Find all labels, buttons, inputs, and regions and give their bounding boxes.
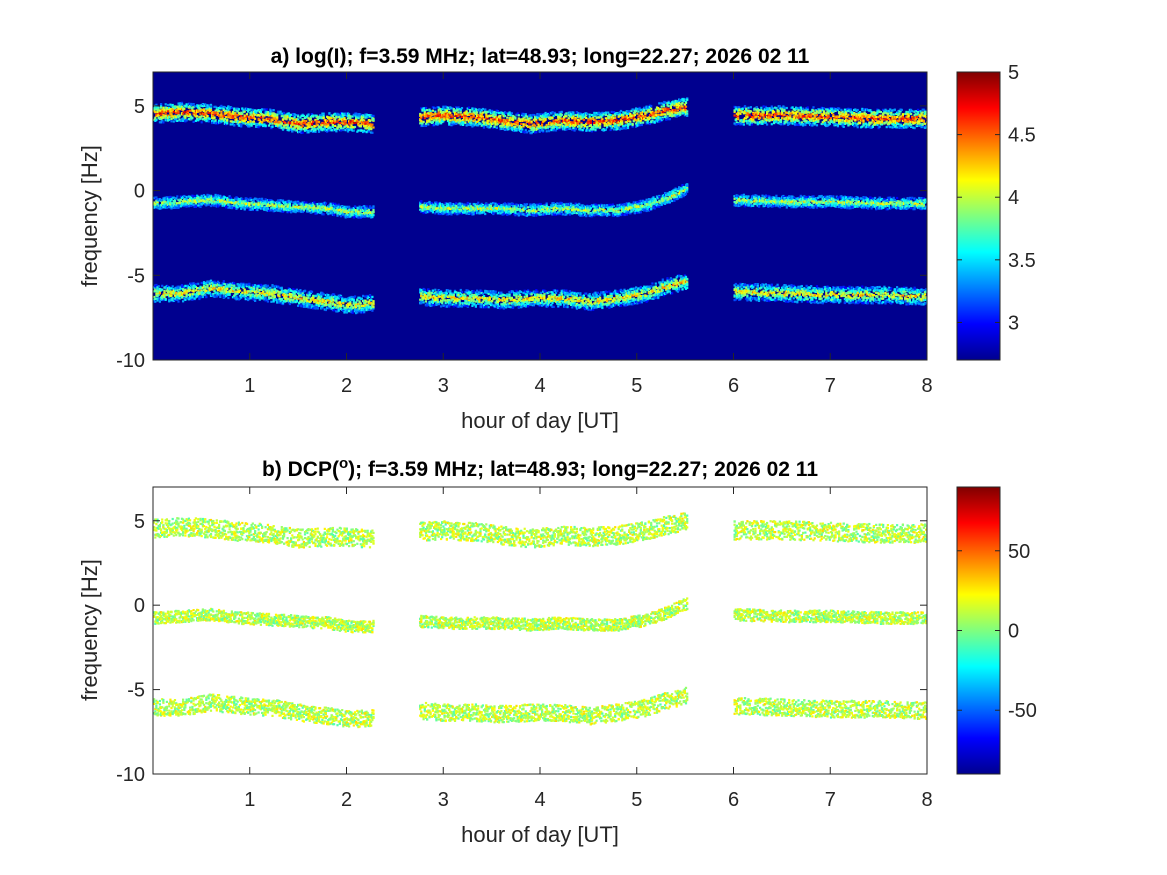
panel-b-x-ticks: 1 2 3 4 5 6 7 8 xyxy=(244,487,933,811)
panel-b-ylabel: frequency [Hz] xyxy=(77,559,102,701)
colorbar-tick-label: 3.5 xyxy=(1008,250,1036,272)
colorbar-tick-label: 0 xyxy=(1008,621,1019,643)
y-tick-label: -10 xyxy=(116,350,145,372)
panel-a-ylabel: frequency [Hz] xyxy=(77,145,102,287)
trace-upper xyxy=(153,97,927,135)
colorbar-tick-label: 5 xyxy=(1008,62,1019,84)
panel-b-title: b) DCP(o); f=3.59 MHz; lat=48.93; long=2… xyxy=(262,455,818,481)
x-tick-label: 1 xyxy=(244,789,255,811)
colorbar-tick-label: 3 xyxy=(1008,312,1019,334)
panel-b: b) DCP(o); f=3.59 MHz; lat=48.93; long=2… xyxy=(77,455,1037,847)
panel-a-colorbar-ticks: 3 3.5 4 4.5 5 xyxy=(957,62,1036,334)
trace-lower xyxy=(153,274,927,315)
panel-a-traces xyxy=(153,97,927,315)
panel-a-xlabel: hour of day [UT] xyxy=(461,408,619,433)
panel-b-traces xyxy=(153,512,927,729)
x-tick-label: 2 xyxy=(341,789,352,811)
colorbar-tick-label: 4 xyxy=(1008,187,1019,209)
panel-a-title: a) log(I); f=3.59 MHz; lat=48.93; long=2… xyxy=(271,45,810,68)
panel-a-y-ticks: -10 -5 0 5 xyxy=(116,96,927,372)
x-tick-label: 3 xyxy=(438,375,449,397)
panel-b-y-ticks: -10 -5 0 5 xyxy=(116,511,927,786)
panel-a-colorbar xyxy=(956,71,1001,361)
x-tick-label: 8 xyxy=(921,375,932,397)
colorbar-tick-label: 50 xyxy=(1008,541,1030,563)
x-tick-label: 7 xyxy=(825,789,836,811)
panel-a-x-ticks: 1 2 3 4 5 6 7 8 xyxy=(244,72,933,397)
panel-b-colorbar-ticks: -50 0 50 xyxy=(957,541,1037,722)
x-tick-label: 3 xyxy=(438,789,449,811)
y-tick-label: 0 xyxy=(134,181,145,203)
x-tick-label: 7 xyxy=(825,375,836,397)
y-tick-label: 0 xyxy=(134,595,145,617)
colorbar-tick-label: -50 xyxy=(1008,700,1037,722)
x-tick-label: 4 xyxy=(534,375,545,397)
x-tick-label: 5 xyxy=(631,789,642,811)
x-tick-label: 5 xyxy=(631,375,642,397)
trace-lower xyxy=(153,686,927,729)
panel-a: a) log(I); f=3.59 MHz; lat=48.93; long=2… xyxy=(77,45,1036,433)
panel-b-xlabel: hour of day [UT] xyxy=(461,822,619,847)
y-tick-label: 5 xyxy=(134,96,145,118)
x-tick-label: 6 xyxy=(728,789,739,811)
trace-middle xyxy=(153,597,927,634)
x-tick-label: 6 xyxy=(728,375,739,397)
panel-b-colorbar xyxy=(956,486,1001,775)
y-tick-label: -5 xyxy=(127,680,145,702)
trace-middle xyxy=(153,183,927,219)
x-tick-label: 4 xyxy=(534,789,545,811)
x-tick-label: 2 xyxy=(341,375,352,397)
y-tick-label: -5 xyxy=(127,265,145,287)
colorbar-tick-label: 4.5 xyxy=(1008,125,1036,147)
y-tick-label: 5 xyxy=(134,511,145,533)
x-tick-label: 8 xyxy=(921,789,932,811)
trace-upper xyxy=(153,512,927,549)
x-tick-label: 1 xyxy=(244,375,255,397)
y-tick-label: -10 xyxy=(116,764,145,786)
